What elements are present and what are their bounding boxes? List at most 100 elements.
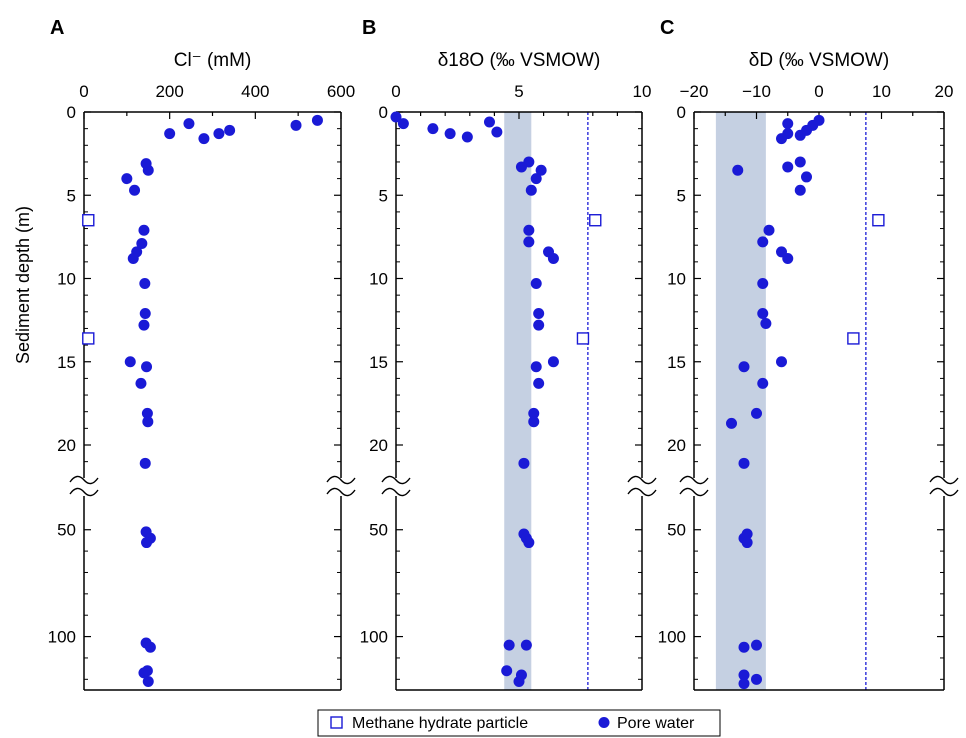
y-tick-label: 0	[379, 103, 388, 122]
porewater-point	[738, 361, 750, 373]
axis-break-mark	[326, 487, 356, 497]
axis-break-mark	[381, 487, 411, 497]
porewater-point	[547, 356, 559, 368]
porewater-point	[427, 123, 439, 135]
porewater-point	[732, 164, 744, 176]
porewater-point	[751, 407, 762, 419]
y-tick-label: 15	[667, 353, 686, 372]
porewater-point	[528, 416, 540, 428]
porewater-point	[139, 277, 151, 289]
porewater-point	[794, 156, 806, 168]
porewater-point	[164, 128, 176, 140]
hydrate-point	[847, 332, 860, 345]
porewater-point	[390, 111, 402, 123]
x-tick-label: 0	[79, 82, 88, 101]
porewater-point	[144, 641, 156, 653]
porewater-point	[738, 669, 750, 681]
axis-break-mark	[381, 475, 411, 485]
porewater-point	[139, 457, 151, 469]
porewater-point	[523, 236, 535, 248]
y-tick-label: 10	[667, 270, 686, 289]
panel-letter: B	[362, 17, 376, 39]
porewater-point	[525, 184, 537, 196]
porewater-point	[760, 317, 772, 329]
porewater-point	[518, 457, 530, 469]
porewater-point	[129, 184, 141, 196]
y-tick-label: 15	[369, 353, 388, 372]
porewater-point	[491, 126, 503, 138]
porewater-point	[290, 119, 302, 131]
porewater-point	[751, 673, 762, 685]
porewater-point	[183, 118, 195, 130]
porewater-point	[757, 236, 769, 248]
x-axis-label: δD (‰ VSMOW)	[749, 50, 889, 71]
porewater-point	[141, 665, 153, 677]
axis-break-mark	[627, 487, 657, 497]
axis-break-mark	[69, 475, 99, 485]
porewater-point	[513, 675, 525, 687]
x-tick-label: 10	[872, 82, 891, 101]
x-tick-label: −20	[680, 82, 709, 101]
legend-box	[317, 709, 721, 737]
legend-label-hydrate: Methane hydrate particle	[352, 715, 528, 732]
x-tick-label: 20	[935, 82, 954, 101]
porewater-point	[757, 307, 769, 319]
x-tick-label: 0	[391, 82, 400, 101]
porewater-point	[397, 118, 409, 130]
y-tick-label: 10	[369, 270, 388, 289]
porewater-point	[213, 128, 225, 140]
y-tick-label: 10	[57, 270, 76, 289]
x-axis-label: Cl⁻ (mM)	[174, 50, 252, 71]
porewater-point	[142, 416, 154, 428]
panel-c: −20 −10 0 10 20 0 5 10 15 20 50 100 CδD (‰ VSMOW)	[658, 17, 959, 691]
porewater-point	[741, 537, 753, 549]
legend-circle-icon	[598, 717, 610, 728]
porewater-point	[738, 641, 750, 653]
porewater-point	[135, 377, 147, 389]
porewater-point	[782, 161, 794, 173]
legend-square-icon	[330, 716, 343, 729]
x-tick-label: 10	[633, 82, 652, 101]
x-tick-label: −10	[742, 82, 771, 101]
panel-letter: A	[50, 17, 64, 39]
axis-break-mark	[929, 475, 959, 485]
porewater-point	[794, 129, 806, 141]
x-tick-label: 200	[155, 82, 183, 101]
range-band	[715, 112, 766, 690]
porewater-point	[530, 277, 542, 289]
porewater-point	[528, 407, 540, 419]
axis-break-mark	[679, 475, 709, 485]
porewater-point	[535, 164, 547, 176]
porewater-point	[515, 161, 527, 173]
y-tick-label: 15	[57, 353, 76, 372]
axis-break-mark	[929, 487, 959, 497]
porewater-point	[530, 173, 542, 185]
porewater-point	[763, 224, 775, 236]
y-tick-label: 50	[369, 521, 388, 540]
hydrate-point	[589, 214, 602, 227]
porewater-point	[141, 361, 153, 373]
porewater-point	[483, 116, 495, 128]
porewater-point	[461, 131, 473, 143]
porewater-point	[782, 118, 794, 130]
y-tick-label: 50	[57, 521, 76, 540]
porewater-point	[124, 356, 136, 368]
porewater-point	[530, 361, 542, 373]
porewater-point	[738, 457, 750, 469]
porewater-point	[738, 678, 750, 690]
y-tick-label: 0	[677, 103, 686, 122]
porewater-point	[224, 124, 236, 136]
porewater-point	[141, 537, 153, 549]
porewater-point	[757, 277, 769, 289]
y-tick-label: 0	[67, 103, 76, 122]
y-tick-label: 20	[369, 436, 388, 455]
porewater-point	[776, 133, 787, 145]
porewater-point	[141, 407, 153, 419]
porewater-point	[136, 238, 148, 250]
porewater-point	[547, 253, 559, 265]
porewater-point	[501, 665, 513, 677]
porewater-point	[142, 675, 154, 687]
porewater-point	[138, 224, 150, 236]
legend: Methane hydrate particle Pore water	[317, 709, 721, 737]
